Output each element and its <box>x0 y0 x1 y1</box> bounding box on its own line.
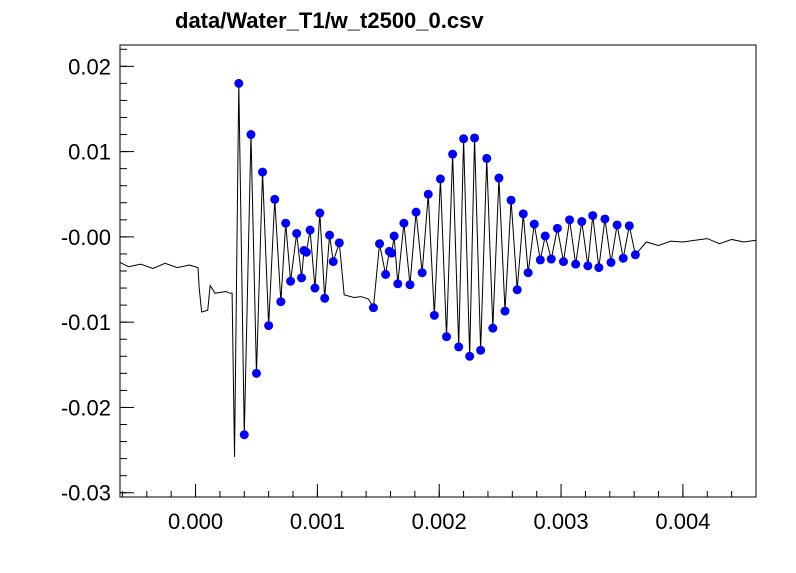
peak-marker <box>399 218 409 228</box>
peak-marker <box>600 214 610 224</box>
peak-marker <box>315 208 325 218</box>
peak-marker <box>264 321 274 331</box>
peak-marker <box>577 217 587 227</box>
peak-marker <box>512 285 522 295</box>
peak-marker <box>482 153 492 163</box>
peak-marker <box>540 231 550 241</box>
peak-marker <box>325 230 335 240</box>
peak-marker <box>258 167 268 177</box>
peak-marker <box>630 250 640 260</box>
peak-marker <box>276 297 286 307</box>
peak-marker <box>523 268 533 278</box>
peak-marker <box>459 134 469 144</box>
peak-marker <box>411 207 421 217</box>
series-layer <box>119 78 757 457</box>
peak-marker <box>368 303 378 313</box>
peak-marker <box>246 130 256 140</box>
peak-marker <box>565 215 575 225</box>
chart-title: data/Water_T1/w_t2500_0.csv <box>175 8 484 33</box>
peak-marker <box>301 247 311 257</box>
peak-marker <box>448 149 458 159</box>
peak-marker <box>529 219 539 229</box>
peak-marker <box>594 263 604 273</box>
peak-marker <box>583 261 593 271</box>
peak-marker <box>606 257 616 267</box>
peak-marker <box>328 257 338 267</box>
peak-marker <box>405 280 415 290</box>
peak-marker <box>476 345 486 355</box>
peak-marker <box>535 255 545 265</box>
peak-marker <box>292 228 302 238</box>
y-tick-label: -0.01 <box>61 310 111 335</box>
axes: 0.000 0.001 0.002 0.003 0.004 0.02 0.01 -0.00 -0… <box>61 48 757 534</box>
peak-marker <box>251 368 261 378</box>
x-tick-label: 0.001 <box>290 509 345 534</box>
y-tick-label: -0.02 <box>61 395 111 420</box>
peak-marker <box>417 268 427 278</box>
plot-frame <box>119 44 757 498</box>
peak-marker <box>454 342 464 352</box>
peak-marker <box>320 293 330 303</box>
peak-marker <box>389 231 399 241</box>
peak-marker <box>387 248 397 258</box>
peak-marker <box>381 269 391 279</box>
peak-marker <box>297 273 307 283</box>
peak-marker <box>571 259 581 269</box>
peak-marker <box>442 332 452 342</box>
x-tick-label: 0.000 <box>168 509 223 534</box>
peak-marker <box>506 195 516 205</box>
peak-marker <box>552 223 562 233</box>
peak-marker <box>588 211 598 221</box>
peak-marker <box>435 174 445 184</box>
peak-marker <box>375 239 385 249</box>
x-tick-label: 0.003 <box>534 509 589 534</box>
x-tick-label: 0.004 <box>655 509 710 534</box>
peak-marker <box>470 133 480 143</box>
peak-marker <box>429 310 439 320</box>
waveform-line <box>119 83 757 457</box>
y-tick-label: 0.02 <box>68 54 111 79</box>
peak-marker <box>393 279 403 289</box>
peak-marker <box>270 194 280 204</box>
peak-marker <box>310 283 320 293</box>
peak-marker <box>488 323 498 333</box>
peak-marker <box>494 173 504 183</box>
peak-marker <box>618 253 628 263</box>
x-tick-label: 0.002 <box>412 509 467 534</box>
peak-marker <box>518 209 528 219</box>
y-tick-label: -0.03 <box>61 481 111 506</box>
peak-marker <box>281 218 291 228</box>
y-tick-label: 0.01 <box>68 140 111 165</box>
peak-marker <box>305 225 315 235</box>
y-tick-label: -0.00 <box>61 225 111 250</box>
peak-marker <box>546 254 556 264</box>
peak-marker <box>239 430 249 440</box>
peak-marker <box>624 221 634 231</box>
peak-marker <box>334 238 344 248</box>
peak-marker <box>234 78 244 88</box>
peak-marker <box>465 351 475 361</box>
peak-marker <box>558 257 568 267</box>
peak-marker <box>423 189 433 199</box>
peak-marker <box>286 276 296 286</box>
peak-marker <box>500 306 510 316</box>
peak-marker <box>612 220 622 230</box>
